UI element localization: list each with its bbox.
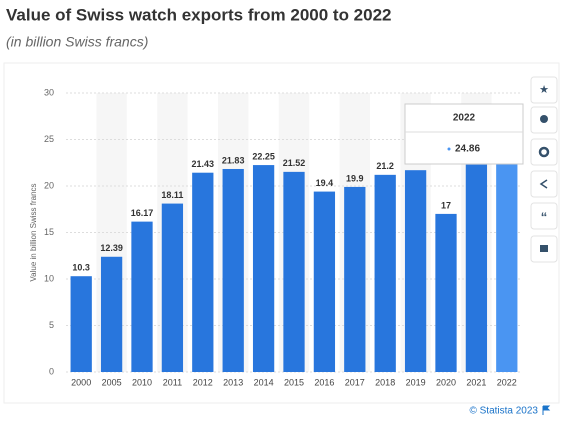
bar bbox=[313, 191, 336, 372]
flag-icon bbox=[542, 405, 551, 415]
chart-subtitle: (in billion Swiss francs) bbox=[6, 34, 148, 50]
value-label: 21.43 bbox=[192, 159, 215, 169]
tooltip-value: 24.86 bbox=[455, 144, 480, 155]
bar bbox=[496, 140, 518, 372]
value-label: 19.4 bbox=[316, 178, 334, 188]
value-label: 21.83 bbox=[222, 155, 245, 165]
source-link[interactable]: © Statista 2023 bbox=[469, 406, 538, 417]
x-tick-label: 2005 bbox=[102, 377, 122, 387]
y-tick-label: 30 bbox=[44, 87, 54, 97]
x-tick-label: 2022 bbox=[497, 377, 517, 387]
x-tick-label: 2010 bbox=[132, 377, 152, 387]
x-tick-label: 2014 bbox=[254, 377, 274, 387]
bar bbox=[192, 172, 214, 372]
bar bbox=[161, 203, 184, 372]
value-label: 21.52 bbox=[283, 158, 306, 168]
share-button[interactable] bbox=[530, 170, 558, 198]
quote-icon: “ bbox=[541, 209, 548, 224]
star-icon: ★ bbox=[539, 84, 549, 96]
y-tick-label: 20 bbox=[44, 180, 54, 190]
bar bbox=[435, 213, 457, 372]
y-tick-label: 25 bbox=[44, 134, 54, 144]
chart-title: Value of Swiss watch exports from 2000 t… bbox=[6, 5, 392, 24]
bar bbox=[465, 164, 488, 372]
bar bbox=[70, 276, 92, 372]
gear-icon bbox=[538, 146, 550, 158]
x-tick-label: 2019 bbox=[406, 377, 426, 387]
share-icon bbox=[539, 179, 548, 189]
x-tick-label: 2015 bbox=[284, 377, 304, 387]
tooltip bbox=[404, 103, 524, 165]
bar bbox=[283, 171, 305, 372]
x-tick-label: 2020 bbox=[436, 377, 456, 387]
value-label: 16.17 bbox=[131, 208, 154, 218]
toolbar: ★ “ bbox=[530, 76, 558, 263]
value-label: 22.25 bbox=[252, 151, 275, 161]
tooltip-title: 2022 bbox=[453, 113, 476, 124]
x-tick-label: 2013 bbox=[223, 377, 243, 387]
print-icon bbox=[540, 245, 548, 252]
y-axis-title: Value in billion Swiss francs bbox=[29, 183, 38, 281]
bar bbox=[222, 168, 244, 372]
bar bbox=[374, 174, 396, 372]
cite-button[interactable] bbox=[530, 202, 558, 230]
value-label: 18.11 bbox=[161, 190, 183, 200]
bar bbox=[404, 170, 427, 372]
y-tick-label: 10 bbox=[44, 273, 54, 283]
value-label: 10.3 bbox=[72, 263, 90, 273]
value-label: 12.39 bbox=[100, 243, 123, 253]
y-tick-label: 15 bbox=[44, 227, 54, 237]
settings-button[interactable] bbox=[530, 138, 558, 166]
x-tick-label: 2016 bbox=[314, 377, 334, 387]
value-label: 17 bbox=[441, 200, 451, 210]
x-tick-label: 2017 bbox=[345, 377, 365, 387]
bar bbox=[252, 165, 275, 372]
bar bbox=[131, 221, 153, 372]
x-tick-label: 2011 bbox=[163, 377, 182, 387]
x-tick-label: 2021 bbox=[466, 377, 486, 387]
tooltip-dot bbox=[447, 147, 451, 151]
bell-icon bbox=[540, 115, 548, 123]
y-tick-label: 5 bbox=[49, 320, 54, 330]
value-label: 21.2 bbox=[376, 161, 394, 171]
favorite-button[interactable] bbox=[530, 76, 558, 104]
bar bbox=[100, 256, 123, 372]
x-tick-label: 2018 bbox=[375, 377, 395, 387]
y-tick-label: 0 bbox=[49, 366, 54, 376]
bar bbox=[344, 186, 366, 372]
x-tick-label: 2012 bbox=[193, 377, 213, 387]
x-tick-label: 2000 bbox=[71, 377, 91, 387]
value-label: 19.9 bbox=[346, 173, 364, 183]
